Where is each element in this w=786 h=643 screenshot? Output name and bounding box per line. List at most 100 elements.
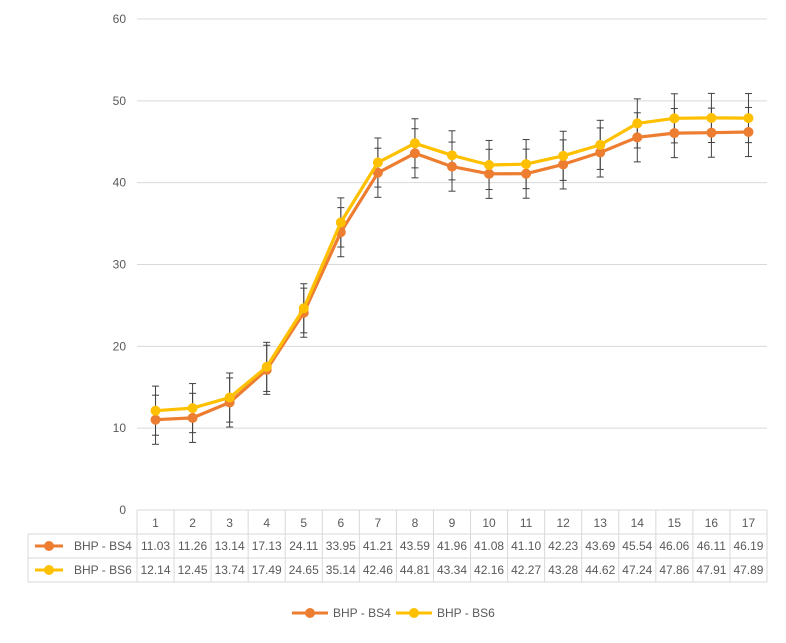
- data-point: [706, 127, 717, 138]
- data-label: 41.08: [474, 539, 504, 553]
- data-point: [187, 412, 198, 423]
- data-point: [409, 148, 420, 159]
- data-label: 12.14: [141, 563, 171, 577]
- data-label: 24.11: [289, 539, 318, 553]
- legend-label: BHP - BS6: [437, 606, 495, 620]
- x-tick-label: 7: [375, 516, 382, 530]
- table-series-name: BHP - BS4: [74, 539, 132, 553]
- data-point: [261, 361, 272, 372]
- data-label: 47.91: [696, 563, 726, 577]
- data-point: [521, 159, 532, 170]
- x-tick-label: 10: [482, 516, 496, 530]
- data-point: [669, 113, 680, 124]
- x-tick-label: 3: [226, 516, 233, 530]
- data-point: [669, 128, 680, 139]
- data-label: 11.26: [178, 539, 207, 553]
- data-label: 47.86: [659, 563, 689, 577]
- data-label: 35.14: [326, 563, 356, 577]
- x-tick-label: 11: [520, 516, 533, 530]
- data-point: [150, 414, 161, 425]
- legend-marker: [409, 608, 419, 618]
- data-label: 41.10: [511, 539, 541, 553]
- table-series-name: BHP - BS6: [74, 563, 132, 577]
- data-label: 46.19: [733, 539, 763, 553]
- data-point: [484, 159, 495, 170]
- y-tick-label: 40: [113, 176, 127, 190]
- legend-marker: [305, 608, 315, 618]
- data-label: 12.45: [178, 563, 208, 577]
- legend: BHP - BS4 BHP - BS6: [292, 606, 495, 620]
- data-label: 41.96: [437, 539, 467, 553]
- y-axis: 0 10 20 30 40 50 60: [113, 12, 127, 517]
- data-point: [447, 161, 457, 172]
- data-label: 44.81: [400, 563, 430, 577]
- data-label: 47.89: [733, 563, 763, 577]
- y-tick-label: 30: [113, 258, 127, 272]
- x-tick-label: 4: [263, 516, 270, 530]
- x-tick-label: 17: [742, 516, 756, 530]
- data-point: [409, 138, 420, 149]
- data-label: 17.49: [252, 563, 282, 577]
- data-point: [558, 150, 569, 161]
- data-point: [447, 150, 457, 161]
- data-point: [521, 168, 532, 179]
- y-tick-label: 0: [119, 503, 126, 517]
- x-tick-label: 2: [189, 516, 196, 530]
- data-label: 42.46: [363, 563, 393, 577]
- data-label: 42.27: [511, 563, 541, 577]
- x-tick-label: 15: [668, 516, 682, 530]
- data-point: [595, 139, 606, 150]
- data-point: [743, 113, 754, 124]
- x-tick-label: 9: [449, 516, 456, 530]
- data-point: [632, 118, 643, 129]
- data-label: 13.74: [215, 563, 245, 577]
- data-point: [484, 168, 495, 179]
- data-label: 44.62: [585, 563, 615, 577]
- y-tick-label: 20: [113, 339, 127, 353]
- data-label: 46.06: [659, 539, 689, 553]
- data-label: 13.14: [215, 539, 245, 553]
- x-tick-label: 16: [705, 516, 719, 530]
- data-label: 41.21: [363, 539, 393, 553]
- data-point: [706, 112, 717, 123]
- y-tick-label: 10: [113, 421, 127, 435]
- data-point: [187, 403, 198, 414]
- data-point: [372, 157, 383, 168]
- y-tick-label: 50: [113, 94, 127, 108]
- data-label: 43.59: [400, 539, 430, 553]
- data-label: 17.13: [252, 539, 282, 553]
- data-label: 24.65: [289, 563, 319, 577]
- data-label: 45.54: [622, 539, 652, 553]
- x-tick-label: 8: [412, 516, 419, 530]
- x-tick-label: 5: [300, 516, 307, 530]
- data-label: 47.24: [622, 563, 652, 577]
- data-point: [743, 127, 754, 138]
- data-point: [224, 392, 235, 403]
- data-label: 33.95: [326, 539, 356, 553]
- x-tick-label: 6: [337, 516, 344, 530]
- data-label: 42.16: [474, 563, 504, 577]
- data-label: 43.69: [585, 539, 615, 553]
- data-label: 11.03: [141, 539, 170, 553]
- x-tick-label: 13: [594, 516, 608, 530]
- table-legend-marker: [44, 565, 54, 575]
- gridlines: [137, 18, 767, 429]
- y-tick-label: 60: [113, 12, 127, 26]
- data-label: 43.34: [437, 563, 467, 577]
- data-point: [558, 159, 569, 170]
- data-label: 43.28: [548, 563, 578, 577]
- table-legend-marker: [44, 541, 54, 551]
- x-tick-label: 1: [152, 516, 159, 530]
- data-point: [632, 132, 643, 143]
- x-tick-label: 14: [631, 516, 645, 530]
- data-point: [298, 303, 309, 314]
- data-point: [150, 405, 161, 416]
- series-lines: [150, 112, 754, 425]
- data-label: 42.23: [548, 539, 578, 553]
- data-point: [335, 217, 346, 228]
- x-tick-label: 12: [556, 516, 570, 530]
- data-label: 46.11: [697, 539, 726, 553]
